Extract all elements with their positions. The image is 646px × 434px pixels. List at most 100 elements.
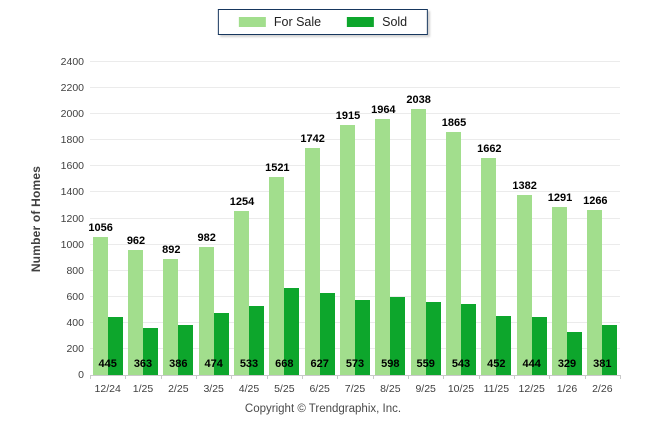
for-sale-bar-5-25	[269, 176, 285, 375]
sold-bar-12-24	[107, 316, 123, 375]
x-axis-label-2-25: 2/25	[168, 383, 189, 395]
x-axis-tick	[514, 375, 515, 379]
sold-value-label-3-25: 474	[204, 358, 223, 370]
sold-bar-5-25	[284, 287, 300, 375]
for-sale-value-label-11-25: 1662	[477, 143, 502, 156]
sold-bar-2-26	[602, 325, 618, 375]
gridline-1800	[90, 139, 620, 141]
bar-group-12-25: 1382 444 12/25	[512, 62, 549, 395]
sold-bar-8-25	[390, 297, 406, 375]
bar-group-9-25: 2038 559 9/25	[406, 62, 443, 395]
x-axis-tick	[372, 375, 374, 379]
y-tick-label-2200: 2200	[60, 82, 84, 95]
sold-bar-7-25	[354, 300, 370, 375]
x-axis-tick	[160, 375, 162, 379]
x-axis-label-1-26: 1/26	[556, 383, 578, 395]
x-axis-label-9-25: 9/25	[415, 383, 436, 395]
x-axis-label-8-25: 8/25	[380, 383, 401, 395]
bar-group-6-25: 1742 627 6/25	[300, 62, 337, 395]
for-sale-bar-3-25	[198, 246, 214, 375]
for-sale-value-label-3-25: 982	[197, 231, 216, 244]
for-sale-bar-2-26	[587, 209, 603, 375]
y-tick-label-1600: 1600	[60, 160, 84, 173]
sold-bar-6-25	[319, 293, 335, 375]
x-axis-label-12-25: 12/25	[518, 383, 545, 395]
sold-bar-1-25	[142, 327, 158, 375]
x-axis-label-3-25: 3/25	[203, 383, 224, 395]
sold-value-label-9-25: 559	[416, 358, 435, 370]
bar-group-12-24: 1056 445 12/24	[88, 62, 125, 395]
y-tick-label-800: 800	[66, 264, 84, 277]
legend-label-sold: Sold	[382, 15, 408, 29]
legend-swatch-for-sale	[238, 17, 266, 27]
sold-bar-4-25	[248, 305, 264, 375]
y-tick-label-400: 400	[66, 316, 84, 329]
sold-value-label-5-25: 668	[275, 358, 294, 370]
gridline-800	[90, 269, 620, 271]
y-tick-label-200: 200	[66, 342, 84, 355]
legend-item-for-sale: For Sale	[238, 15, 322, 29]
for-sale-bar-12-25	[516, 194, 532, 375]
x-axis-label-6-25: 6/25	[309, 383, 330, 395]
x-axis-tick	[266, 375, 268, 379]
bar-group-2-26: 1266 381 2/26	[583, 62, 620, 395]
bar-group-4-25: 1254 533 4/25	[230, 62, 266, 395]
for-sale-value-label-1-25: 962	[126, 234, 146, 247]
sold-bar-1-26	[566, 332, 582, 375]
for-sale-bar-2-25	[163, 258, 179, 375]
sold-value-label-12-25: 444	[522, 358, 541, 370]
sold-value-label-8-25: 598	[381, 358, 400, 370]
for-sale-bar-1-26	[551, 206, 567, 375]
x-axis-tick	[90, 375, 91, 379]
sold-bar-10-25	[460, 304, 476, 375]
sold-bar-2-25	[178, 324, 194, 375]
sold-value-label-1-25: 363	[133, 358, 153, 370]
sold-value-label-2-25: 386	[169, 358, 188, 370]
x-axis-tick	[443, 375, 445, 379]
x-axis-label-2-26: 2/26	[592, 383, 613, 395]
for-sale-bar-7-25	[339, 125, 355, 375]
x-axis-label-1-25: 1/25	[132, 383, 154, 395]
bar-group-10-25: 1865 543 10/25	[442, 62, 478, 395]
for-sale-bar-10-25	[445, 131, 461, 375]
bar-group-3-25: 982 474 3/25	[196, 62, 231, 395]
gridline-600	[90, 295, 620, 297]
sold-value-label-4-25: 533	[239, 358, 259, 370]
sold-bar-11-25	[496, 316, 512, 375]
legend-label-for-sale: For Sale	[273, 15, 322, 29]
bar-group-1-26: 1291 329 1/26	[548, 62, 584, 395]
sold-bar-12-25	[531, 317, 547, 375]
y-tick-label-1000: 1000	[60, 238, 84, 251]
sold-value-label-2-26: 381	[593, 358, 612, 370]
for-sale-value-label-1-26: 1291	[547, 191, 573, 204]
x-axis-tick	[549, 375, 551, 379]
x-axis-tick	[408, 375, 409, 379]
x-axis-tick	[584, 375, 586, 379]
sold-bar-9-25	[425, 302, 441, 375]
gridline-2400	[90, 61, 620, 62]
sold-value-label-11-25: 452	[487, 358, 506, 370]
y-tick-label-1200: 1200	[60, 212, 84, 225]
legend-item-sold: Sold	[347, 15, 407, 29]
bar-group-7-25: 1915 573 7/25	[336, 62, 372, 395]
sold-value-label-12-24: 445	[98, 358, 117, 370]
for-sale-value-label-12-25: 1382	[512, 179, 537, 192]
legend: For Sale Sold	[217, 9, 429, 35]
for-sale-value-label-2-25: 892	[162, 243, 181, 256]
y-tick-label-1400: 1400	[60, 186, 84, 199]
gridline-2000	[90, 113, 620, 115]
for-sale-value-label-6-25: 1742	[300, 132, 325, 145]
sold-value-label-1-26: 329	[557, 358, 577, 370]
for-sale-bar-9-25	[410, 109, 426, 375]
y-tick-label-2400: 2400	[60, 56, 84, 68]
bar-group-8-25: 1964 598 8/25	[371, 62, 408, 395]
gridline-1000	[90, 243, 620, 245]
sold-value-label-7-25: 573	[345, 358, 365, 370]
bar-group-11-25: 1662 452 11/25	[477, 62, 514, 395]
for-sale-value-label-8-25: 1964	[371, 103, 396, 116]
for-sale-bar-6-25	[304, 147, 320, 375]
x-axis-label-4-25: 4/25	[238, 383, 260, 395]
x-axis-tick	[620, 375, 621, 379]
x-axis-label-10-25: 10/25	[447, 383, 475, 395]
